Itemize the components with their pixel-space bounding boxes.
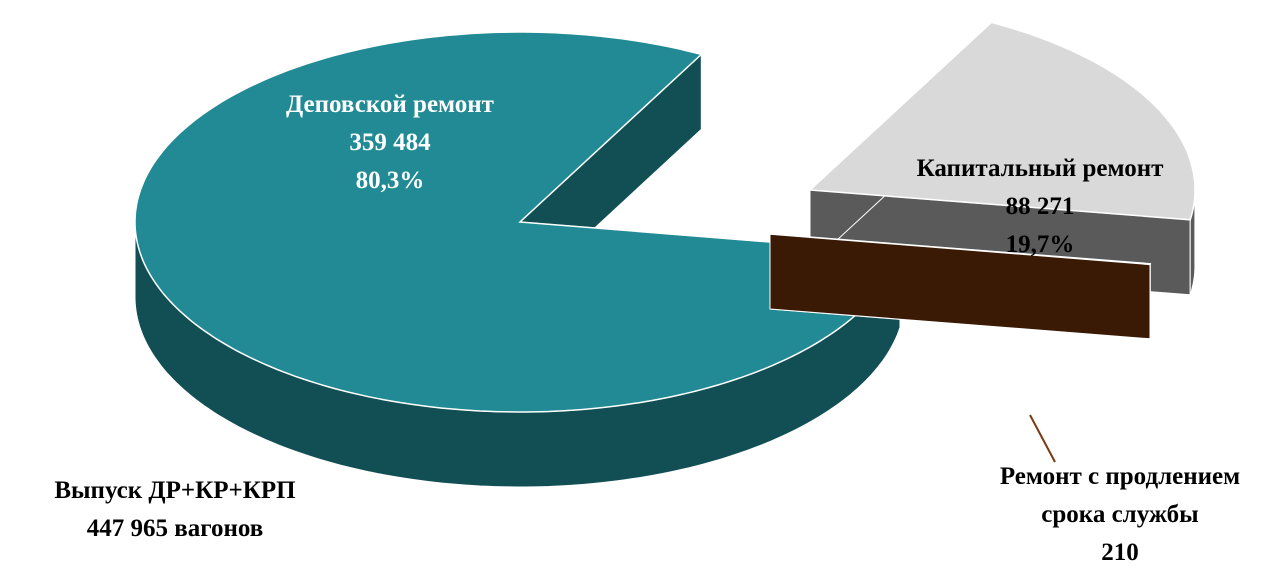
slice-label: Капитальный ремонт 88 271 19,7%	[870, 150, 1210, 264]
annotation-line: Выпуск ДР+КР+КРП	[10, 472, 340, 510]
slice-label: Деповской ремонт 359 484 80,3%	[260, 86, 520, 200]
percent-label: 19,7%	[870, 226, 1210, 264]
category-label: Ремонт с продлением срока службы	[965, 458, 1275, 534]
category-label: Деповской ремонт	[260, 86, 520, 124]
value-label: 88 271	[870, 188, 1210, 226]
value-label: 359 484	[260, 124, 520, 162]
annotation-line: 447 965 вагонов	[10, 510, 340, 548]
slice-label: Ремонт с продлением срока службы 210	[965, 458, 1275, 572]
leader-line	[1030, 415, 1055, 462]
category-label: Капитальный ремонт	[870, 150, 1210, 188]
value-label: 210	[965, 534, 1275, 572]
percent-label: 80,3%	[260, 162, 520, 200]
annotation: Выпуск ДР+КР+КРП 447 965 вагонов	[10, 472, 340, 548]
